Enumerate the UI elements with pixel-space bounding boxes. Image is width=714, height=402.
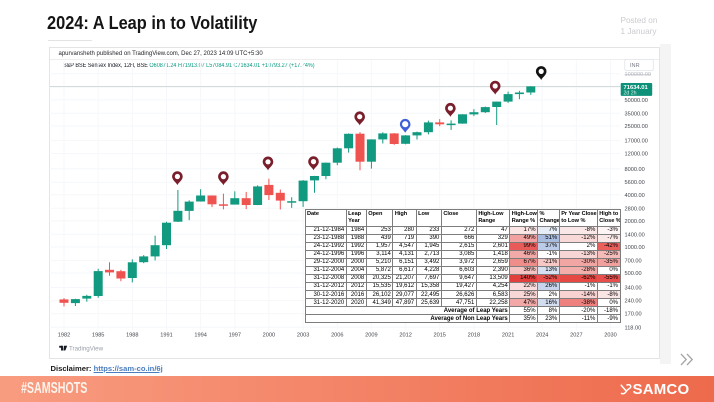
svg-text:2003: 2003 — [297, 333, 309, 339]
svg-text:2000.00: 2000.00 — [625, 219, 645, 225]
svg-text:2800.00: 2800.00 — [625, 206, 645, 212]
svg-text:35000.00: 35000.00 — [625, 111, 648, 117]
svg-text:8000.00: 8000.00 — [625, 167, 645, 173]
svg-text:2012: 2012 — [399, 333, 411, 339]
svg-text:71634.01: 71634.01 — [624, 85, 649, 91]
svg-text:1991: 1991 — [160, 333, 172, 339]
svg-text:118.00: 118.00 — [625, 325, 642, 331]
svg-text:25000.00: 25000.00 — [625, 124, 648, 130]
svg-text:100000.00: 100000.00 — [625, 72, 651, 78]
svg-text:50000.00: 50000.00 — [625, 98, 648, 104]
svg-text:INR: INR — [630, 63, 640, 69]
svg-text:2009: 2009 — [365, 333, 377, 339]
svg-text:2018: 2018 — [468, 333, 480, 339]
svg-text:1994: 1994 — [194, 333, 206, 339]
svg-text:4000.00: 4000.00 — [625, 193, 645, 199]
svg-text:2030: 2030 — [604, 333, 616, 339]
svg-text:700.00: 700.00 — [625, 258, 642, 264]
svg-text:5600.00: 5600.00 — [625, 180, 645, 186]
svg-text:2024: 2024 — [536, 333, 548, 339]
svg-text:1400.00: 1400.00 — [625, 232, 645, 238]
svg-text:170.00: 170.00 — [625, 312, 642, 318]
svg-text:340.00: 340.00 — [625, 286, 642, 292]
svg-text:1985: 1985 — [92, 333, 104, 339]
svg-text:240.00: 240.00 — [625, 299, 642, 305]
svg-text:2006: 2006 — [331, 333, 343, 339]
svg-text:2000: 2000 — [263, 333, 275, 339]
svg-text:2015: 2015 — [433, 333, 445, 339]
svg-text:1988: 1988 — [126, 333, 138, 339]
svg-text:1997: 1997 — [229, 333, 241, 339]
svg-text:500.00: 500.00 — [625, 271, 642, 277]
svg-text:TradingView: TradingView — [69, 346, 104, 353]
svg-text:1000.00: 1000.00 — [625, 245, 645, 251]
svg-text:2027: 2027 — [570, 333, 582, 339]
svg-text:12000.00: 12000.00 — [625, 152, 648, 158]
svg-text:1982: 1982 — [58, 333, 70, 339]
svg-text:2d 2h: 2d 2h — [624, 90, 637, 96]
svg-text:17000.00: 17000.00 — [625, 138, 648, 144]
svg-text:2021: 2021 — [502, 333, 514, 339]
